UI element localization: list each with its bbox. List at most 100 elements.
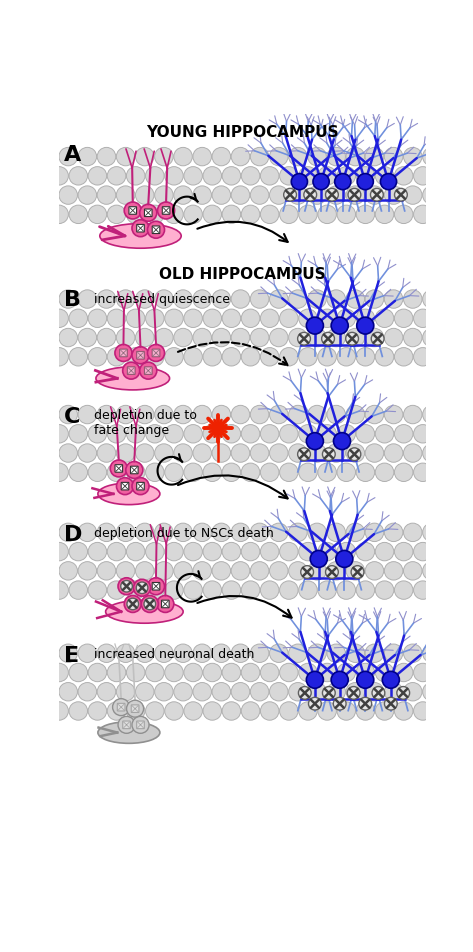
Circle shape bbox=[213, 424, 223, 433]
Circle shape bbox=[356, 205, 375, 224]
Circle shape bbox=[123, 362, 140, 379]
Circle shape bbox=[250, 406, 269, 424]
Circle shape bbox=[337, 205, 356, 224]
Circle shape bbox=[318, 309, 336, 327]
Circle shape bbox=[146, 205, 164, 224]
FancyBboxPatch shape bbox=[129, 600, 137, 607]
Circle shape bbox=[222, 543, 241, 561]
Circle shape bbox=[124, 596, 141, 612]
Circle shape bbox=[308, 562, 326, 580]
Circle shape bbox=[155, 683, 173, 701]
Circle shape bbox=[212, 289, 231, 308]
Circle shape bbox=[289, 148, 307, 166]
Circle shape bbox=[59, 524, 78, 542]
Circle shape bbox=[356, 702, 375, 721]
Circle shape bbox=[403, 406, 422, 424]
Circle shape bbox=[110, 460, 127, 477]
Circle shape bbox=[107, 347, 126, 366]
Circle shape bbox=[250, 683, 269, 701]
Circle shape bbox=[347, 686, 360, 700]
Circle shape bbox=[40, 289, 58, 308]
Circle shape bbox=[308, 148, 326, 166]
Circle shape bbox=[59, 406, 78, 424]
Circle shape bbox=[327, 683, 345, 701]
Circle shape bbox=[97, 186, 116, 205]
Circle shape bbox=[346, 406, 365, 424]
Circle shape bbox=[50, 167, 69, 185]
Circle shape bbox=[370, 188, 383, 201]
Circle shape bbox=[348, 188, 361, 201]
Circle shape bbox=[394, 188, 407, 201]
Circle shape bbox=[331, 317, 348, 334]
Circle shape bbox=[356, 543, 375, 561]
FancyBboxPatch shape bbox=[121, 483, 129, 490]
Circle shape bbox=[365, 524, 384, 542]
FancyArrowPatch shape bbox=[197, 596, 291, 618]
Circle shape bbox=[158, 202, 175, 219]
Circle shape bbox=[222, 347, 241, 366]
Circle shape bbox=[327, 645, 345, 663]
Circle shape bbox=[40, 186, 58, 205]
Circle shape bbox=[126, 347, 145, 366]
Circle shape bbox=[155, 328, 173, 347]
Circle shape bbox=[261, 309, 279, 327]
Circle shape bbox=[155, 645, 173, 663]
Circle shape bbox=[337, 702, 356, 721]
Circle shape bbox=[375, 425, 394, 443]
Circle shape bbox=[375, 581, 394, 600]
Circle shape bbox=[403, 186, 422, 205]
Circle shape bbox=[174, 524, 193, 542]
Circle shape bbox=[375, 205, 394, 224]
Circle shape bbox=[250, 148, 269, 166]
Circle shape bbox=[337, 425, 356, 443]
Circle shape bbox=[50, 309, 69, 327]
Circle shape bbox=[155, 444, 173, 463]
Circle shape bbox=[132, 716, 149, 733]
Circle shape bbox=[301, 565, 314, 579]
Circle shape bbox=[241, 309, 260, 327]
Circle shape bbox=[385, 328, 403, 347]
Circle shape bbox=[346, 148, 365, 166]
Circle shape bbox=[307, 317, 324, 334]
Circle shape bbox=[203, 425, 221, 443]
Circle shape bbox=[346, 524, 365, 542]
Circle shape bbox=[107, 702, 126, 721]
Circle shape bbox=[193, 524, 211, 542]
Circle shape bbox=[318, 702, 336, 721]
Circle shape bbox=[333, 432, 350, 449]
Circle shape bbox=[403, 444, 422, 463]
Circle shape bbox=[241, 581, 260, 600]
FancyBboxPatch shape bbox=[162, 207, 170, 214]
Circle shape bbox=[203, 309, 221, 327]
Circle shape bbox=[375, 664, 394, 682]
Circle shape bbox=[231, 289, 250, 308]
Circle shape bbox=[155, 289, 173, 308]
Circle shape bbox=[115, 345, 132, 362]
Circle shape bbox=[413, 347, 432, 366]
Circle shape bbox=[116, 478, 133, 495]
Circle shape bbox=[193, 328, 211, 347]
Circle shape bbox=[250, 289, 269, 308]
FancyBboxPatch shape bbox=[117, 704, 125, 711]
Circle shape bbox=[289, 524, 307, 542]
Circle shape bbox=[78, 562, 96, 580]
Circle shape bbox=[357, 671, 374, 688]
Circle shape bbox=[335, 173, 351, 189]
Circle shape bbox=[375, 543, 394, 561]
Circle shape bbox=[174, 645, 193, 663]
Circle shape bbox=[222, 309, 241, 327]
Circle shape bbox=[270, 148, 288, 166]
Circle shape bbox=[116, 683, 135, 701]
Circle shape bbox=[203, 205, 221, 224]
Circle shape bbox=[241, 167, 260, 185]
Circle shape bbox=[212, 444, 231, 463]
Circle shape bbox=[308, 645, 326, 663]
Circle shape bbox=[88, 347, 107, 366]
Circle shape bbox=[88, 167, 107, 185]
Circle shape bbox=[308, 697, 321, 710]
Circle shape bbox=[69, 664, 88, 682]
Circle shape bbox=[116, 186, 135, 205]
Circle shape bbox=[203, 702, 221, 721]
Circle shape bbox=[318, 205, 336, 224]
Circle shape bbox=[165, 463, 183, 482]
